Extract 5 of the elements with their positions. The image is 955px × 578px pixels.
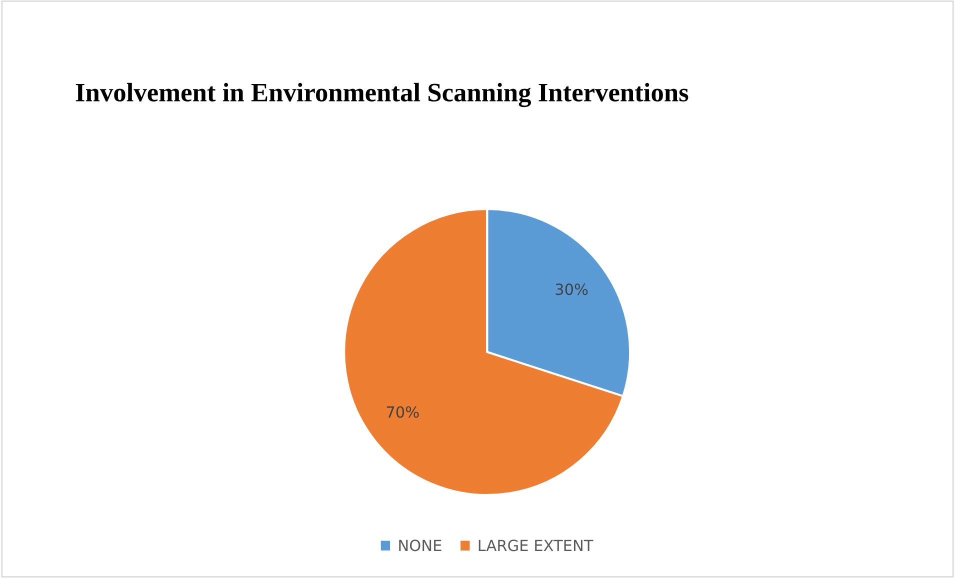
data-label: 70%: [386, 406, 419, 418]
legend-label: NONE: [399, 540, 442, 552]
data-label: 30%: [556, 284, 588, 296]
chart-title: Involvement in Environmental Scanning Interventions: [76, 82, 688, 108]
legend-label: LARGE EXTENT: [478, 540, 594, 552]
